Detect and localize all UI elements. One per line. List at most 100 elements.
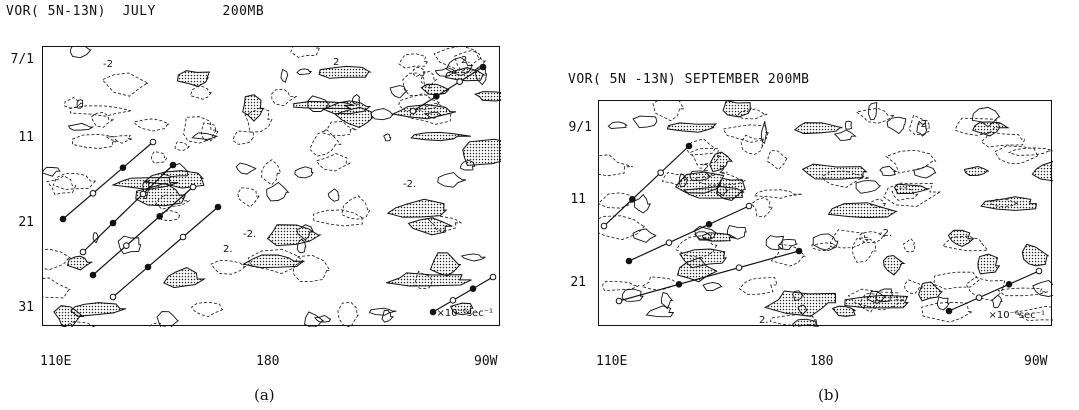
panel-a-xtick-3: 90W	[474, 354, 498, 369]
negative-contour	[63, 97, 83, 109]
positive-vorticity-region	[142, 170, 205, 189]
solid-contour	[235, 162, 257, 175]
positive-vorticity-region	[977, 253, 1001, 275]
negative-contour	[341, 195, 371, 220]
negative-contour	[858, 292, 879, 313]
solid-contour	[142, 180, 150, 200]
contour-value-label: -2.	[879, 228, 892, 239]
negative-contour	[244, 106, 273, 133]
solid-contour	[693, 231, 712, 240]
solid-contour	[678, 173, 689, 188]
negative-contour	[398, 53, 429, 69]
negative-contour	[954, 117, 1001, 136]
positive-vorticity-region	[242, 94, 265, 122]
solid-contour	[632, 115, 658, 129]
panel-b-caption: (b)	[818, 386, 840, 404]
solid-contour	[266, 181, 290, 202]
negative-contour	[337, 301, 359, 327]
positive-vorticity-region	[1021, 243, 1050, 267]
contour-value-label: -2.	[243, 229, 256, 240]
solid-contour	[459, 159, 476, 171]
negative-contour	[174, 141, 191, 151]
solid-contour	[855, 180, 882, 194]
positive-vorticity-region	[792, 318, 819, 327]
contour-value-label: 2.	[223, 244, 233, 255]
solid-contour	[383, 133, 392, 142]
negative-contour	[428, 215, 463, 231]
solid-contour	[913, 165, 937, 179]
trough-marker	[433, 93, 440, 100]
solid-contour	[474, 65, 488, 86]
solid-contour	[351, 94, 361, 105]
negative-contour	[885, 149, 937, 174]
solid-contour	[886, 116, 907, 135]
negative-contour	[315, 153, 351, 172]
negative-contour	[767, 150, 789, 171]
solid-contour	[991, 294, 1003, 309]
contour-value-label: 2	[333, 57, 339, 68]
negative-contour	[738, 277, 778, 296]
negative-contour	[990, 198, 1018, 208]
panel-b-ytick-3: 21	[570, 275, 586, 290]
solid-contour	[833, 129, 857, 141]
panel-b-xtick-3: 90W	[1024, 354, 1048, 369]
negative-contour	[454, 49, 487, 73]
solid-contour	[296, 238, 307, 254]
solid-contour	[607, 121, 628, 129]
panel-a-xtick-2: 180	[256, 354, 280, 369]
negative-contour	[870, 198, 887, 209]
solid-contour	[437, 172, 467, 188]
negative-contour	[148, 322, 167, 327]
negative-contour	[309, 129, 342, 157]
trough-marker	[735, 264, 743, 271]
negative-contour	[182, 116, 217, 144]
trough-marker	[705, 221, 713, 228]
negative-contour	[150, 151, 168, 164]
positive-vorticity-region	[918, 281, 944, 302]
negative-contour	[855, 107, 896, 124]
trough-marker	[657, 169, 664, 176]
contour-value-label: -2	[917, 119, 927, 130]
trough-marker	[429, 308, 437, 316]
panel-b-contour-map: -2 2. -2 -2. 2.	[599, 101, 1053, 327]
trough-marker	[1035, 267, 1043, 275]
negative-contour	[210, 259, 247, 275]
solid-contour	[307, 95, 330, 112]
trough-marker	[975, 294, 983, 301]
negative-contour	[994, 145, 1039, 164]
panel-b-xtick-2: 180	[810, 354, 834, 369]
trough-marker	[625, 257, 633, 265]
negative-contour	[722, 124, 769, 143]
trough-marker	[685, 142, 693, 150]
solid-contour	[445, 57, 474, 76]
solid-contour	[702, 281, 723, 292]
positive-vorticity-region	[70, 302, 127, 317]
negative-contour	[770, 244, 806, 267]
trough-marker	[89, 190, 97, 197]
solid-contour	[117, 235, 142, 255]
solid-contour	[156, 311, 180, 327]
positive-vorticity-region	[429, 252, 462, 277]
positive-vorticity-region	[386, 272, 472, 287]
solid-contour	[879, 165, 898, 177]
negative-contour	[965, 276, 1006, 302]
solid-contour	[460, 253, 486, 262]
positive-vorticity-region	[676, 257, 718, 283]
trough-track-line	[625, 202, 753, 265]
panel-b-units: ×10⁻⁶sec⁻¹	[988, 310, 1045, 321]
trough-track-line	[429, 273, 497, 316]
solid-contour	[634, 193, 651, 214]
solid-contour	[381, 310, 395, 323]
panel-a-contour-map: 2. -2 2 -2. -2. 2.	[43, 47, 501, 327]
solid-contour	[716, 185, 729, 197]
trough-marker	[109, 293, 117, 301]
panel-b-plot-area: -2 2. -2 -2. 2. ×10⁻⁶sec⁻¹	[598, 100, 1053, 327]
negative-contour	[90, 111, 115, 128]
positive-vorticity-region	[66, 255, 94, 271]
negative-contour	[904, 279, 924, 295]
positive-vorticity-region	[293, 100, 355, 109]
trough-marker	[456, 78, 463, 85]
panel-b-title: VOR( 5N -13N) SEPTEMBER 200MB	[568, 72, 810, 87]
negative-contour	[921, 301, 974, 323]
negative-contour	[883, 182, 942, 207]
